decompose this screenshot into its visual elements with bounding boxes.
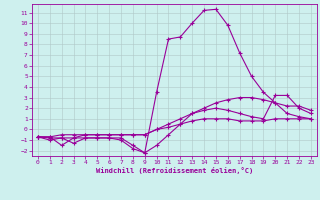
X-axis label: Windchill (Refroidissement éolien,°C): Windchill (Refroidissement éolien,°C) [96,167,253,174]
